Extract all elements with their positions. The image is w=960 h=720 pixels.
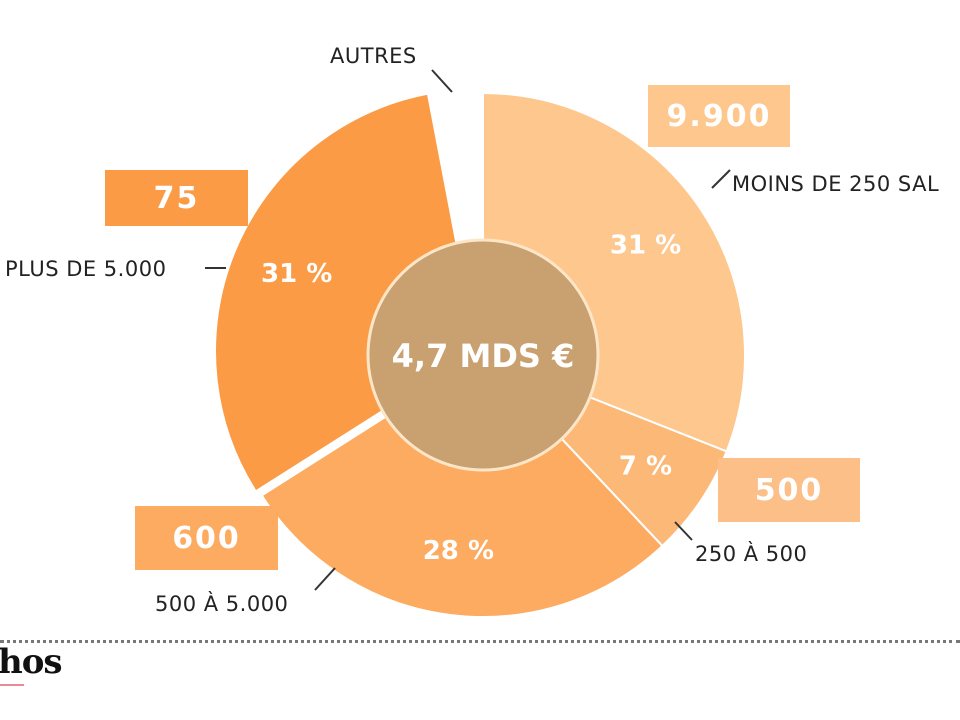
- logo: hos: [0, 642, 63, 682]
- label-autres: AUTRES: [330, 44, 417, 68]
- label-500-a-5000: 500 À 5.000: [155, 592, 289, 616]
- center-circle: [366, 238, 600, 472]
- percent-label-500-a-5000: 28 %: [423, 536, 494, 566]
- dotted-divider: [0, 640, 960, 643]
- label-moins-de-250: MOINS DE 250 SAL: [732, 172, 940, 196]
- center-total-label: 4,7 MDS €: [392, 337, 575, 375]
- percent-label-moins-de-250: 31 %: [610, 231, 681, 261]
- label-plus-de-5000: PLUS DE 5.000: [5, 257, 167, 281]
- percent-label-250-a-500: 7 %: [619, 451, 672, 481]
- count-box-500-a-5000: 600: [135, 506, 278, 570]
- pointer-500-a-5000: [314, 567, 336, 591]
- pointer-250-a-500: [674, 521, 693, 541]
- label-250-a-500: 250 À 500: [695, 542, 808, 566]
- count-box-plus-de-5000: 75: [105, 170, 248, 226]
- percent-label-plus-de-5000: 31 %: [261, 259, 332, 289]
- pointer-autres: [431, 69, 453, 93]
- count-box-moins-de-250: 9.900: [648, 85, 790, 147]
- pointer-moins-de-250: [711, 169, 731, 189]
- logo-underline: [0, 684, 24, 686]
- count-box-250-a-500: 500: [718, 458, 860, 522]
